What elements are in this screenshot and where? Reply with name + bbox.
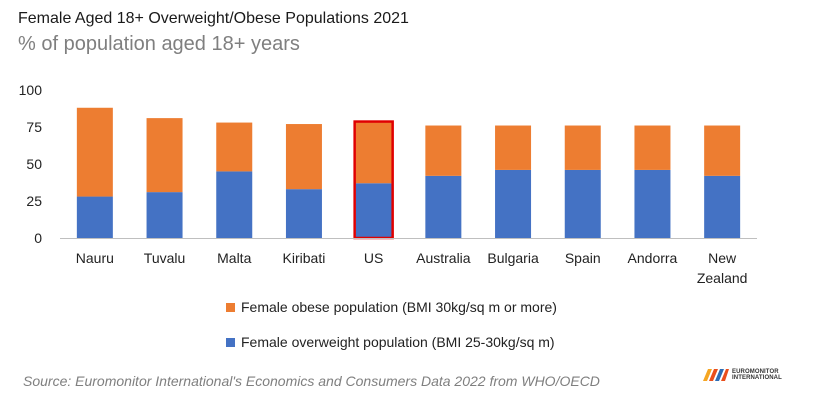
bar-obese (76, 107, 113, 197)
x-tick-label: US (364, 250, 383, 266)
bar-overweight (564, 169, 601, 238)
bar-obese (495, 125, 532, 170)
x-tick-label: New (708, 250, 737, 266)
source-note: Source: Euromonitor International's Econ… (23, 373, 600, 389)
bar-obese (425, 125, 462, 176)
legend-label-obese: Female obese population (BMI 30kg/sq m o… (241, 299, 557, 315)
x-tick-label: Tuvalu (144, 250, 186, 266)
bar-obese (216, 122, 253, 172)
bar-overweight (216, 171, 253, 238)
legend-swatch-obese (226, 302, 235, 312)
euromonitor-logo: EUROMONITOR INTERNATIONAL (703, 369, 782, 381)
bar-overweight (76, 196, 113, 238)
logo-line-2: INTERNATIONAL (732, 375, 782, 381)
legend-item-overweight: Female overweight population (BMI 25-30k… (226, 334, 555, 350)
legend-label-overweight: Female overweight population (BMI 25-30k… (241, 334, 555, 350)
bar-chart: 0 25 50 75 100 Nauru Tuvalu Malta Kiribati US Aust… (19, 82, 757, 286)
bar-overweight (704, 175, 741, 238)
bar-obese (285, 124, 322, 190)
bar-overweight (285, 189, 322, 238)
x-tick-label: Zealand (697, 270, 748, 286)
bar-overweight (495, 169, 532, 238)
y-tick-label: 0 (34, 230, 42, 246)
bar-obese (146, 118, 183, 193)
bar-overweight (355, 183, 392, 238)
x-tick-label: Australia (416, 250, 471, 266)
bar-overweight (634, 169, 671, 238)
y-tick-label: 100 (19, 82, 43, 98)
x-tick-label: Nauru (76, 250, 114, 266)
y-tick-label: 50 (26, 156, 42, 172)
x-tick-label: Andorra (628, 250, 678, 266)
legend-swatch-overweight (226, 337, 235, 347)
bar-obese (355, 122, 392, 184)
x-tick-label: Kiribati (283, 250, 326, 266)
x-tick-label: Malta (217, 250, 251, 266)
y-tick-label: 75 (26, 119, 42, 135)
bar-obese (564, 125, 601, 170)
logo-line-1: EUROMONITOR (732, 369, 779, 375)
chart-title: Female Aged 18+ Overweight/Obese Populat… (18, 10, 409, 27)
legend-item-obese: Female obese population (BMI 30kg/sq m o… (226, 299, 557, 315)
logo-mark-icon (703, 369, 729, 381)
chart-subtitle: % of population aged 18+ years (18, 33, 300, 55)
x-tick-label: Bulgaria (487, 250, 539, 266)
bar-obese (634, 125, 671, 170)
bar-obese (704, 125, 741, 176)
x-tick-label: Spain (565, 250, 601, 266)
y-tick-label: 25 (26, 193, 42, 209)
bar-overweight (146, 192, 183, 238)
bar-overweight (425, 175, 462, 238)
